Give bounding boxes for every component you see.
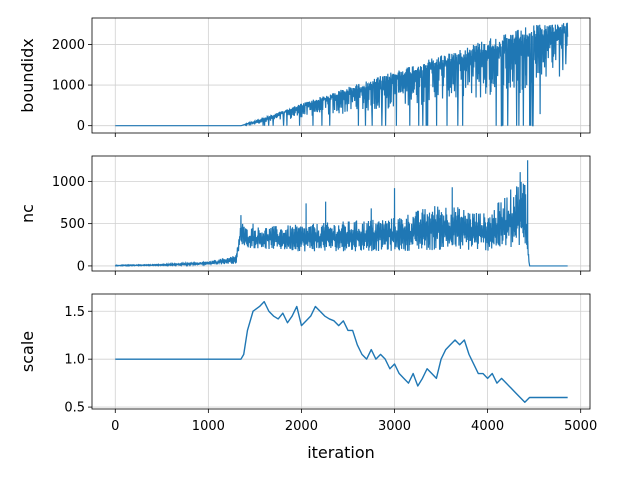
- panel-nc: 0 500 1000 nc: [18, 155, 591, 275]
- panel-boundidx: 0 1000 2000 boundidx: [18, 17, 591, 137]
- y-axis-label: scale: [18, 331, 37, 372]
- series-line-scale: [115, 300, 568, 403]
- x-tick-label: 1000: [192, 419, 225, 434]
- y-axis-label: nc: [18, 204, 37, 223]
- x-tick-label: 0: [111, 419, 119, 434]
- series-line-nc: [114, 160, 568, 268]
- y-axis-label: boundidx: [18, 38, 37, 112]
- y-tick-label: 1000: [52, 79, 85, 94]
- y-tick-label: 0: [77, 259, 85, 274]
- panel-scale: 0.5 1.0 1.5 0 1000 2000 3000 4000 5000 scale itera…: [18, 293, 597, 462]
- x-tick-label: 2000: [285, 419, 318, 434]
- axes-frame: [91, 293, 591, 410]
- x-tick-label: 4000: [471, 419, 504, 434]
- axes-frame: [91, 17, 591, 134]
- x-tick-label: 5000: [564, 419, 597, 434]
- series-line-boundidx: [115, 22, 569, 127]
- axes-frame: [91, 155, 591, 272]
- y-tick-label: 1.0: [64, 353, 85, 368]
- x-tick-label: 3000: [378, 419, 411, 434]
- y-tick-label: 500: [60, 217, 85, 232]
- y-tick-label: 1000: [52, 175, 85, 190]
- y-tick-label: 2000: [52, 38, 85, 53]
- x-axis-label: iteration: [307, 443, 375, 462]
- y-tick-label: 0: [77, 119, 85, 134]
- y-tick-label: 1.5: [64, 305, 85, 320]
- y-tick-label: 0.5: [64, 401, 85, 416]
